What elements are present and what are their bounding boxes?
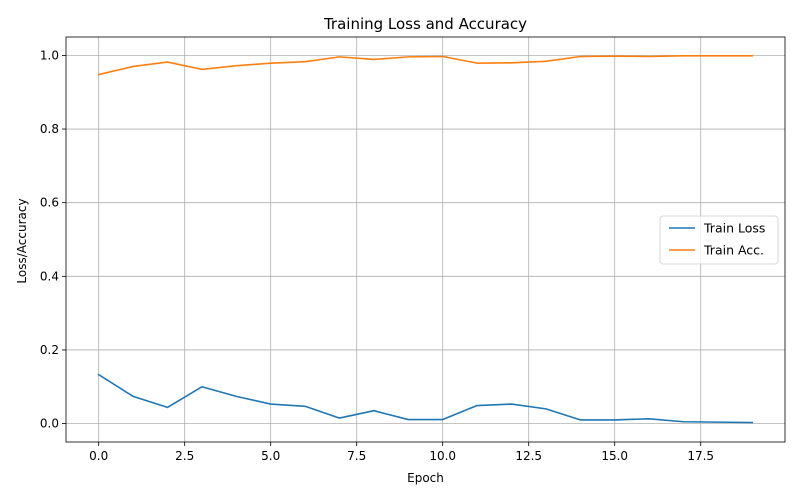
legend-label: Train Loss	[703, 221, 765, 236]
y-axis-label: Loss/Accuracy	[15, 198, 29, 283]
x-tick-label: 10.0	[429, 449, 456, 463]
x-tick-label: 17.5	[687, 449, 714, 463]
series-lines	[97, 54, 754, 424]
x-tick-label: 5.0	[261, 449, 280, 463]
y-tick-label: 0.6	[40, 196, 59, 210]
y-tick-label: 0.0	[40, 417, 59, 431]
x-tick-label: 7.5	[347, 449, 366, 463]
x-tick-label: 0.0	[89, 449, 108, 463]
series-line-1	[97, 373, 754, 424]
y-tick-label: 0.4	[40, 269, 59, 283]
y-tick-label: 0.2	[40, 343, 59, 357]
x-tick-label: 12.5	[515, 449, 542, 463]
legend-label: Train Acc.	[703, 243, 764, 258]
chart-title: Training Loss and Accuracy	[323, 15, 527, 33]
x-tick-label: 15.0	[601, 449, 628, 463]
x-tick-label: 2.5	[175, 449, 194, 463]
plot-frame	[65, 36, 786, 443]
legend: Train Loss Train Acc.	[659, 215, 779, 265]
y-tick-label: 0.8	[40, 122, 59, 136]
y-tick-label: 1.0	[40, 48, 59, 62]
x-axis-label: Epoch	[407, 471, 444, 485]
grid	[66, 37, 785, 442]
series-line-2	[97, 54, 754, 76]
x-axis-ticks: 0.0 2.5 5.0 7.5 10.0 12.5 15.0 17.5	[89, 442, 714, 463]
y-axis-ticks: 0.0 0.2 0.4 0.6 0.8 1.0	[40, 48, 66, 431]
